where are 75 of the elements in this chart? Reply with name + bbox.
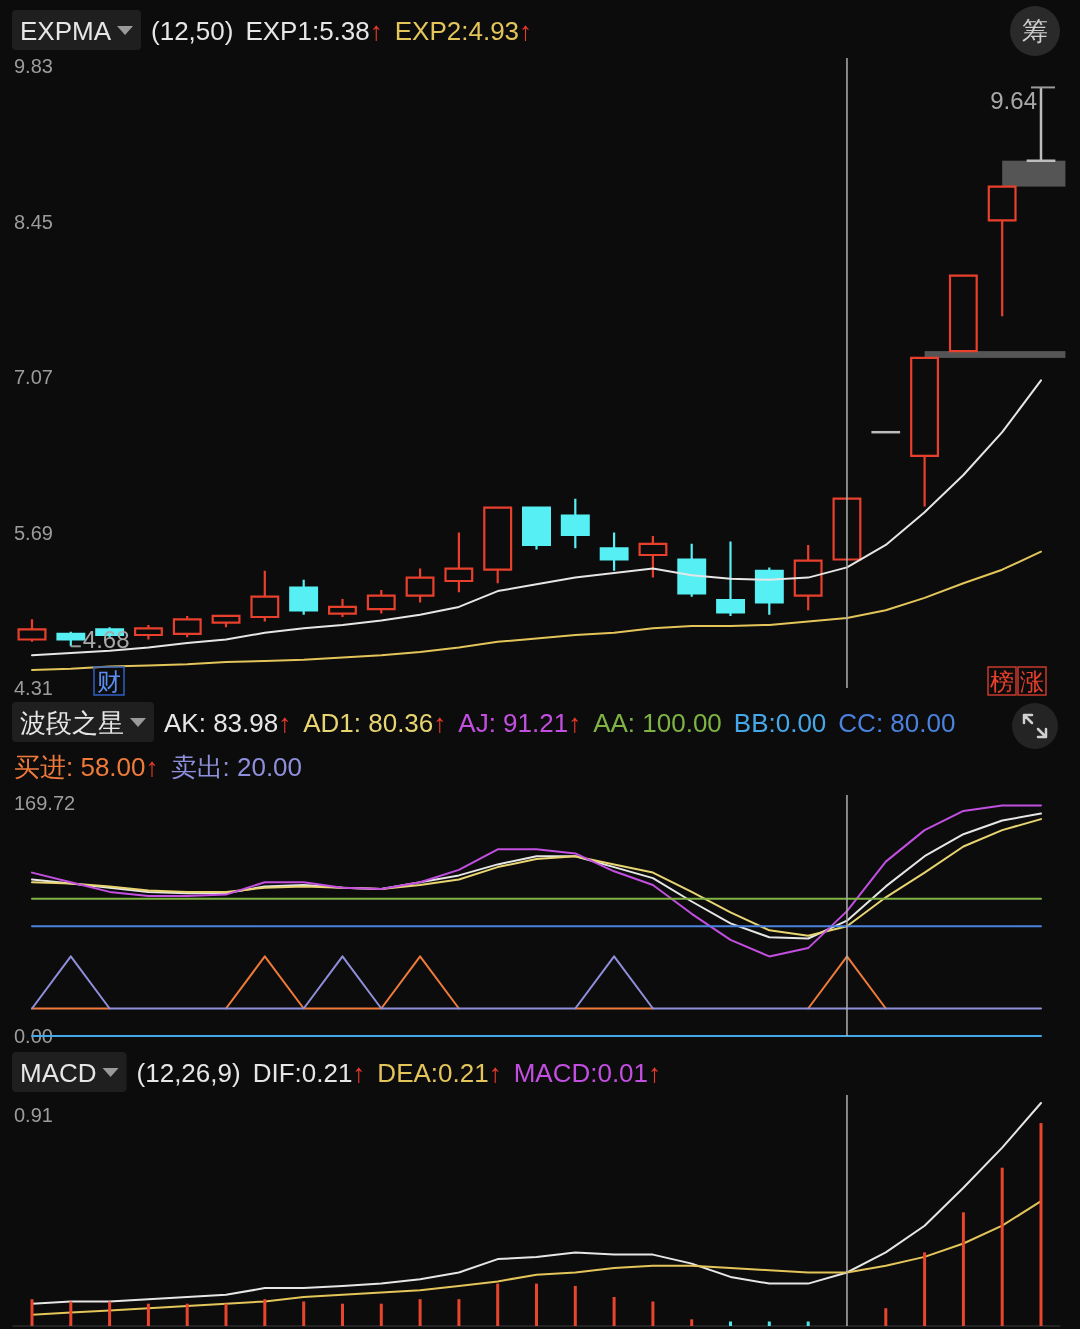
candlestick [366,588,396,615]
bar [923,1252,927,1326]
text: AA: 100.00 [593,708,722,738]
annotation: 9.64 [990,87,1037,115]
y-tick-label: 5.69 [14,521,53,544]
text: 买进: 58.00↑ [14,752,159,782]
candlestick [250,569,280,623]
bar [496,1283,500,1326]
candlestick [405,567,435,604]
bar [108,1301,112,1326]
bar [379,1303,383,1326]
bar [612,1297,616,1326]
text: EXP2:4.93↑ [394,16,533,46]
y-tick-label: 7.07 [14,366,53,388]
bar [224,1303,228,1326]
candlestick [444,531,474,594]
bar [30,1299,34,1326]
chart-title: EXPMA [20,16,112,46]
y-tick-label: 169.72 [14,792,76,814]
text: AK: 83.98↑ [164,708,292,738]
candlestick [483,506,513,585]
candlestick [599,531,629,572]
bar [690,1319,694,1326]
candlestick [522,505,551,551]
candlestick [677,542,707,598]
candlestick [870,430,902,434]
y-tick-label: 9.83 [14,55,53,77]
chart-title: MACD [20,1058,97,1088]
candlestick [560,497,590,550]
y-tick-label: 8.45 [14,210,53,233]
text: MACD:0.01↑ [513,1058,662,1088]
text: EXP1:5.38↑ [245,16,383,46]
text: 卖出: 20.00 [170,752,303,782]
candlestick [832,497,862,561]
candlestick [754,566,784,616]
text: AD1: 80.36↑ [303,708,447,738]
text: CC: 80.00 [838,708,956,738]
candlestick [793,543,823,612]
text: AJ: 91.21↑ [458,708,582,738]
bar [457,1299,461,1326]
bar [651,1301,655,1326]
candlestick [716,540,745,617]
bar [418,1299,422,1326]
text: BB:0.00 [733,708,827,738]
bar [302,1301,306,1326]
candlestick [638,534,668,579]
bar [884,1308,888,1326]
candlestick [910,356,939,508]
candlestick [948,274,978,353]
chart-title: 波段之星 [20,708,124,738]
chart-subtitle: (12,26,9) [136,1058,241,1088]
bar [146,1303,150,1326]
candlestick [987,185,1017,318]
line-series [31,550,1042,671]
bar [341,1303,344,1326]
bar [573,1285,577,1326]
candlestick [211,613,241,629]
bar [69,1301,73,1326]
bar [1039,1123,1043,1326]
chart-subtitle: (12,50) [151,16,234,46]
bar [185,1303,189,1326]
text: DIF:0.21↑ [252,1058,366,1088]
text: 筹 [1022,16,1048,46]
candlestick [17,618,47,643]
candlestick [289,578,319,616]
candlestick [134,623,163,641]
y-tick-label: 4.31 [14,677,53,699]
annotation: 0.91 [14,1104,53,1126]
text: DEA:0.21↑ [377,1058,502,1088]
bar [263,1299,267,1326]
bar [1000,1167,1004,1326]
candlestick [328,597,357,619]
candlestick [172,614,202,639]
bar [535,1283,538,1326]
bar [961,1212,965,1326]
